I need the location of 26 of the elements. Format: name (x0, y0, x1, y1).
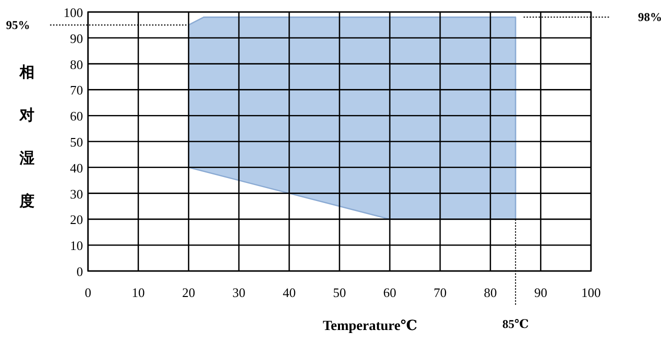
x-tick-label: 60 (383, 285, 396, 300)
y-tick-label: 40 (70, 160, 83, 176)
x-tick-label: 90 (534, 285, 548, 300)
y-tick-label: 0 (76, 264, 83, 279)
x-axis-title: Temperature℃ (322, 319, 418, 334)
y-tick-label: 90 (70, 30, 83, 46)
x-tick-label: 20 (182, 285, 196, 300)
text: 相对湿度 (20, 63, 34, 210)
x-tick-label: 30 (232, 285, 246, 300)
x-tick-label: 100 (581, 285, 601, 300)
ref-line-label: 85℃ (502, 317, 529, 331)
y-tick-label: 50 (70, 134, 83, 150)
ref-line-label: 95% (6, 18, 30, 32)
ref-line-label: 98% (638, 10, 661, 24)
x-tick-label: 40 (282, 285, 296, 300)
y-tick-label: 30 (70, 186, 83, 202)
x-tick-label: 70 (434, 285, 447, 300)
y-tick-label: 100 (64, 5, 83, 20)
x-tick-label: 50 (333, 285, 346, 300)
x-tick-label: 10 (132, 285, 145, 300)
y-tick-label: 60 (70, 108, 83, 124)
y-tick-label: 10 (70, 238, 83, 254)
y-tick-label: 80 (70, 56, 83, 72)
y-tick-label: 70 (70, 82, 83, 98)
y-tick-label: 20 (70, 212, 83, 228)
x-tick-label: 80 (484, 285, 497, 300)
